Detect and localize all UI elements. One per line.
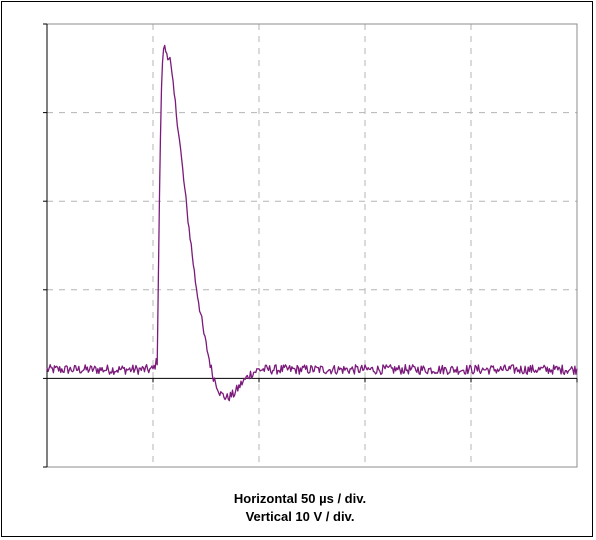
series-layer <box>46 44 578 402</box>
caption-horizontal-scale: Horizontal 50 µs / div. <box>233 491 367 506</box>
axes <box>43 23 578 468</box>
waveform-line <box>46 44 578 402</box>
plot-border <box>46 23 578 468</box>
caption-vertical-scale: Vertical 10 V / div. <box>245 509 355 524</box>
grid-lines <box>47 23 577 467</box>
